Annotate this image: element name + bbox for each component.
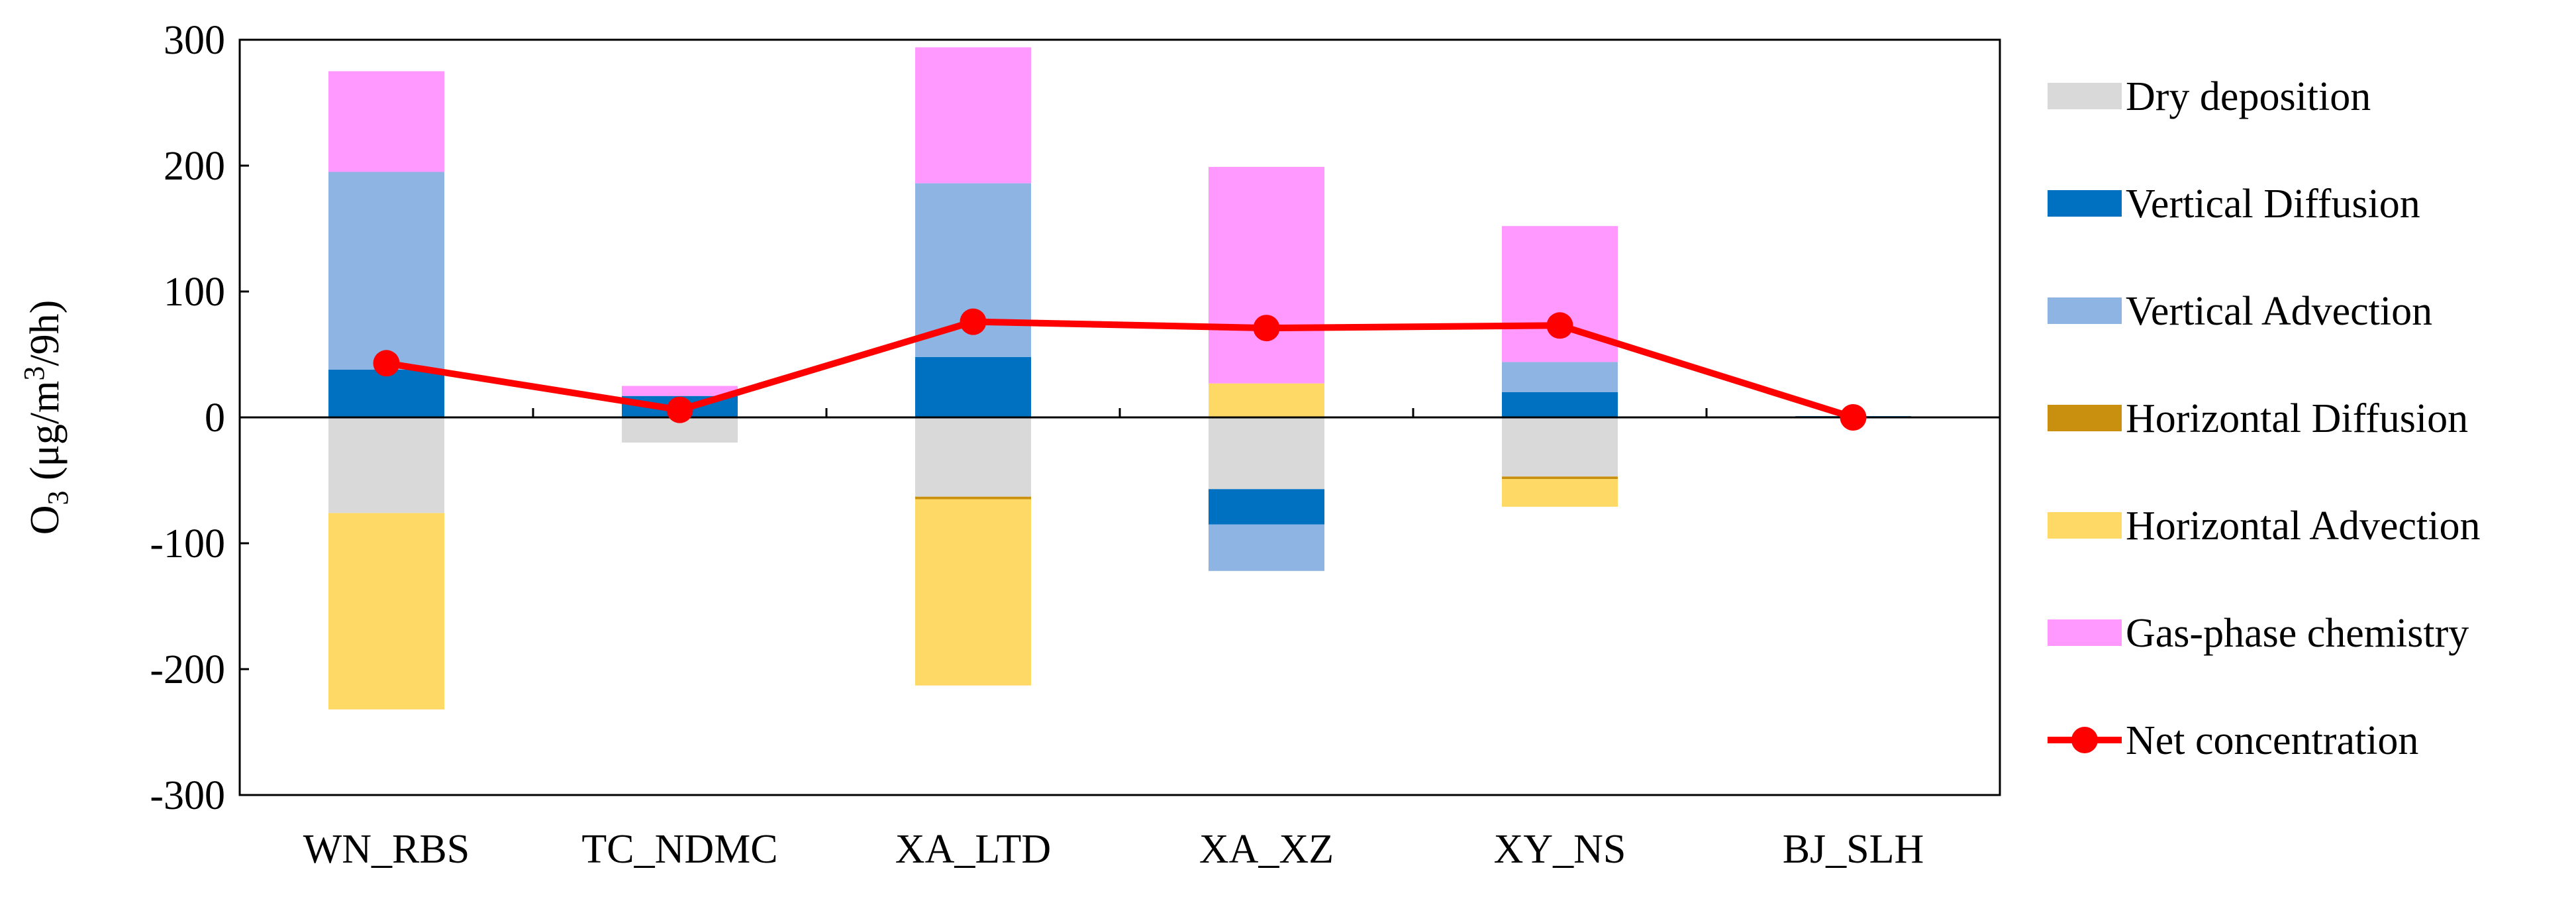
legend-label-0: Dry deposition: [2126, 74, 2371, 119]
net-point-3: [1253, 315, 1280, 342]
net-point-2: [960, 308, 987, 335]
bar-segment-0-2: [915, 417, 1031, 497]
y-tick-label-5: -200: [150, 647, 225, 692]
net-point-5: [1840, 404, 1867, 431]
y-tick-label-3: 0: [205, 396, 225, 441]
bar-segment-4-0: [328, 513, 444, 710]
net-point-1: [666, 396, 693, 423]
y-axis-label-part-0: O: [23, 505, 68, 535]
legend: Dry deposition Vertical Diffusion Vertical…: [2048, 74, 2480, 763]
bar-segment-5-1: [622, 386, 738, 396]
legend-swatch-5: [2048, 619, 2122, 646]
legend-label-net: Net concentration: [2126, 718, 2418, 763]
legend-swatch-1: [2048, 190, 2122, 217]
legend-label-3: Horizontal Diffusion: [2126, 396, 2468, 441]
y-tick-label-0: 300: [164, 18, 225, 63]
bar-segment-2-4: [1502, 362, 1618, 392]
legend-label-5: Gas-phase chemistry: [2126, 611, 2469, 656]
bar-segment-4-2: [915, 499, 1031, 686]
bar-segment-3-4: [1502, 476, 1618, 480]
bar-segment-2-0: [328, 172, 444, 370]
net-point-0: [373, 350, 400, 377]
bar-segment-5-2: [915, 47, 1031, 184]
legend-swatch-2: [2048, 297, 2122, 324]
legend-label-1: Vertical Diffusion: [2126, 182, 2420, 227]
legend-label-2: Vertical Advection: [2126, 289, 2432, 334]
x-tick-label-4: XY_NS: [1494, 827, 1626, 872]
x-tick-label-1: TC_NDMC: [581, 827, 777, 872]
legend-swatch-4: [2048, 512, 2122, 539]
bar-segment-2-3: [1209, 524, 1324, 571]
y-axis-label-part-3: 3: [18, 366, 50, 381]
y-axis-label-part-4: /9h): [23, 300, 68, 366]
x-tick-label-2: XA_LTD: [895, 827, 1051, 872]
net-line-path: [385, 318, 1854, 421]
legend-label-4: Horizontal Advection: [2126, 504, 2480, 549]
y-tick-label-4: -100: [150, 521, 225, 566]
bars: [328, 47, 1911, 710]
y-axis-label-part-2: (μg/m: [23, 381, 68, 491]
y-axis-label: O3 (μg/m3/9h): [18, 300, 74, 535]
bar-segment-5-3: [1209, 166, 1324, 384]
y-axis-label-part-1: 3: [42, 490, 74, 505]
x-tick-label-3: XA_XZ: [1199, 827, 1334, 872]
y-tick-label-6: -300: [150, 773, 225, 818]
bar-segment-1-3: [1209, 489, 1324, 525]
bar-segment-1-4: [1502, 392, 1618, 417]
bar-segment-4-4: [1502, 479, 1618, 507]
bar-segment-3-2: [915, 496, 1031, 500]
net-line: [373, 308, 1867, 431]
bar-segment-0-4: [1502, 417, 1618, 477]
bar-segment-0-3: [1209, 417, 1324, 490]
bar-segment-4-3: [1209, 383, 1324, 417]
x-tick-label-0: WN_RBS: [303, 827, 470, 872]
legend-swatch-0: [2048, 83, 2122, 109]
y-tick-label-1: 200: [164, 144, 225, 189]
net-point-4: [1546, 312, 1573, 339]
x-tick-label-5: BJ_SLH: [1783, 827, 1924, 872]
bar-segment-1-0: [328, 369, 444, 417]
legend-swatch-3: [2048, 405, 2122, 431]
bar-segment-5-0: [328, 71, 444, 172]
axes: 300 200 100 0 -100 -200 -300 WN_RBS TC_NDMC XA_LT…: [150, 18, 2000, 872]
bar-segment-1-2: [915, 356, 1031, 417]
bar-segment-0-0: [328, 417, 444, 513]
y-tick-label-2: 100: [164, 270, 225, 315]
legend-marker-net: [2071, 727, 2098, 753]
